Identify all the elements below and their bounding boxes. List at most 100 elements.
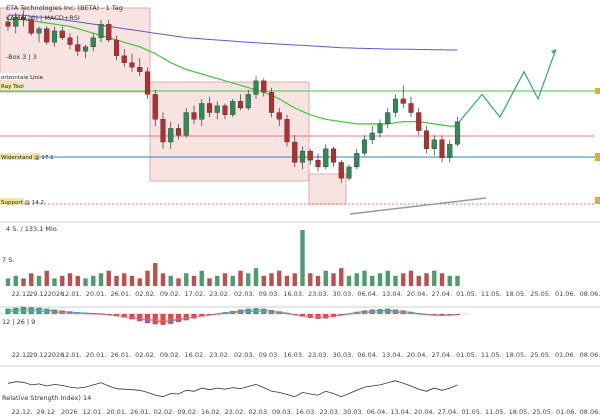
volume-bar [122,273,127,286]
x-tick-label: 02.03. [234,351,255,359]
macd-signal-line [7,310,458,321]
candle-body [385,112,391,125]
candle-body [377,123,383,134]
candle-body [423,130,430,149]
candle-body [299,150,306,163]
volume-bar [253,268,259,286]
candle-body [206,103,213,113]
trend-lines [349,48,557,215]
volume-bar [277,270,282,286]
candle-body [191,112,197,120]
candle-body [160,119,166,143]
candle-body [121,55,127,63]
macd-line [7,308,458,323]
volume-bar [44,270,49,286]
volume-bar [346,275,352,286]
macd-hist-bar [307,314,313,319]
x-tick-label: 06.04. [367,408,388,416]
macd-hist-bar [129,314,135,320]
rsi-label: Relative Strength Index) 14 [2,394,91,402]
price-marker-top [595,88,600,94]
volume-bar [331,273,336,286]
candle-body [183,112,189,136]
candle-body [237,101,244,109]
volume-bar [323,270,328,286]
x-tick-label: 20.01. [86,351,107,359]
level-17-tag-bg [0,153,40,160]
macd-hist-bar [75,312,81,314]
volume-bar [153,263,158,286]
candle-body [13,17,19,27]
candle-body [431,139,437,149]
x-tick-label: 12.01. [61,351,82,359]
macd-hist-bar [392,309,399,314]
macd-hist-bar [152,314,158,325]
macd-hist-bar [160,314,166,325]
sma-blue-line [8,14,458,51]
x-tick-label: 12.01. [61,290,82,298]
macd-hist-bar [121,314,127,318]
candle-body [292,141,298,163]
volume-bar [199,270,204,286]
x-tick-label: 26.01. [130,408,151,416]
horizontal-line-tag-bg [0,73,26,80]
volume-bar [416,275,421,286]
candle-body [28,19,34,34]
candle-body [268,91,275,113]
moving-averages [8,14,458,127]
tool-tag-bg [0,82,22,89]
x-tick-label: 20.01. [106,408,127,416]
volume-bar [5,278,11,286]
x-tick-label: 23.03. [308,290,329,298]
macd-hist-bar [408,311,414,314]
macd-hist-bar [144,314,151,323]
x-tick-label: 01.05. [456,290,477,298]
x-tick-label: 02.03. [248,408,269,416]
x-tick-label: 13.04. [382,290,403,298]
x-tick-label: 16.03. [283,351,304,359]
candle-body [369,132,375,140]
macd-hist-bar [369,309,375,314]
range-boxes [0,7,347,205]
x-tick-label: 09.03. [272,408,293,416]
candle-body [330,148,337,163]
volume-bar [191,275,197,286]
candles [5,10,461,183]
volume-bar [284,275,290,286]
volume-bar [339,268,344,286]
x-tick-label: 08.06. [580,290,600,298]
volume-bar [238,270,243,286]
macd-hist-bar [253,308,259,314]
candle-body [106,23,112,41]
candle-body [323,148,329,168]
x-tick-label: 01.05. [456,351,477,359]
tool-tag: Ray Tool [1,84,24,90]
x-tick-label: 11.05. [481,290,502,298]
box-label: -Box 3 | 3 [6,53,37,61]
x-tick-label: 25.05. [530,351,551,359]
x-tick-label: 26.01. [110,290,131,298]
volume-bar [13,275,18,286]
x-tick-label: 12.01. [83,408,104,416]
candle-body [253,80,259,95]
x-tick-label: 09.03. [259,290,280,298]
volume-bar [424,273,429,286]
volume-bar [60,275,65,286]
candle-body [36,28,42,34]
volume-axis-tick: 7 S. [2,256,14,264]
macd-hist-bar [400,310,406,314]
candle-body [199,103,205,120]
x-tick-label: 09.03. [259,351,280,359]
x-tick-label: 01.06. [556,408,577,416]
volume-bar [370,275,375,286]
x-tick-label: 13.04. [382,351,403,359]
volume-bar [292,273,297,286]
volume-bar [207,278,212,286]
x-tick-label: 2026 [61,408,78,416]
projection-arrowhead [551,49,556,55]
macd-hist-bar [276,311,282,314]
x-tick-label: 30.03. [333,351,354,359]
candle-body [51,30,58,43]
volume-bar [261,275,266,286]
